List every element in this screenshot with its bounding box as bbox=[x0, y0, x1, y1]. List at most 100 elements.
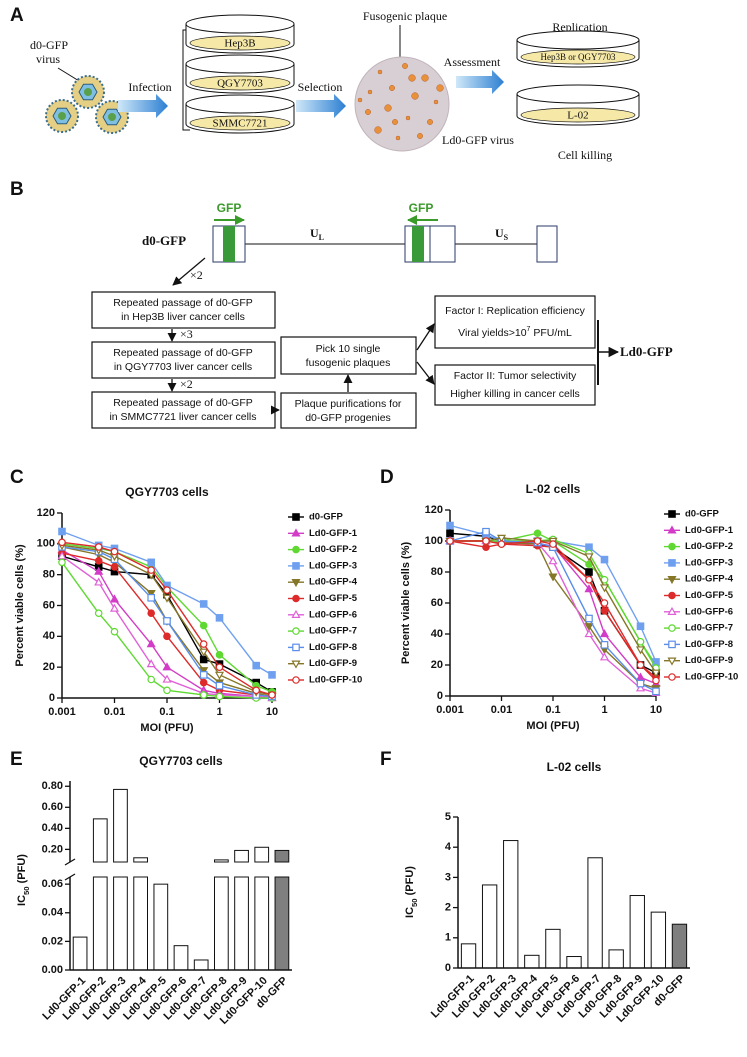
dish-rim bbox=[516, 84, 640, 104]
bar bbox=[214, 876, 229, 971]
plaque bbox=[395, 135, 401, 141]
x-tick-label: 0.1 bbox=[159, 706, 174, 718]
data-point bbox=[215, 681, 224, 690]
step-box bbox=[91, 341, 276, 379]
data-point bbox=[600, 555, 609, 564]
dish-rim bbox=[185, 54, 295, 74]
data-point bbox=[147, 566, 155, 574]
y-tick-label: 20 bbox=[431, 659, 443, 671]
step-text: Repeated passage of d0-GFP bbox=[113, 347, 253, 359]
step-label: Assessment bbox=[444, 55, 501, 69]
bar bbox=[92, 876, 108, 971]
legend-label: Ld0-GFP-9 bbox=[685, 655, 733, 666]
arrow bbox=[416, 361, 435, 385]
x-tick-label: 1 bbox=[216, 706, 222, 718]
data-point bbox=[199, 648, 209, 657]
bar bbox=[153, 883, 169, 971]
legend-label: Ld0-GFP-1 bbox=[685, 525, 734, 536]
y-axis-label-part: IC bbox=[16, 895, 28, 906]
legend-label: Ld0-GFP-8 bbox=[309, 642, 357, 653]
cell-line-label: QGY7703 bbox=[217, 78, 263, 90]
bar bbox=[650, 911, 667, 969]
plaque bbox=[408, 74, 416, 82]
plaque bbox=[417, 133, 423, 139]
data-point bbox=[584, 623, 594, 632]
bar bbox=[234, 849, 249, 863]
plaque bbox=[436, 84, 444, 92]
legend-label: Ld0-GFP-10 bbox=[685, 672, 738, 683]
y-tick-label: 0.60 bbox=[42, 801, 63, 813]
panel-a: d0-GFP virus Infection Selection Fusogen… bbox=[30, 9, 612, 162]
virus-label: virus bbox=[36, 52, 60, 66]
legend-marker bbox=[291, 609, 301, 618]
data-point bbox=[163, 617, 171, 625]
gfp-label: GFP bbox=[217, 201, 242, 215]
step-box bbox=[280, 336, 417, 375]
data-point bbox=[147, 593, 155, 602]
virus-core bbox=[84, 88, 92, 96]
y-tick-label: 100 bbox=[37, 538, 55, 550]
legend-marker bbox=[291, 579, 301, 588]
data-point bbox=[600, 641, 609, 649]
bar bbox=[234, 876, 249, 971]
dish-medium bbox=[520, 49, 636, 65]
killing-label: Cell killing bbox=[558, 148, 612, 162]
passage-count: ×2 bbox=[190, 268, 203, 282]
virus-core bbox=[58, 112, 66, 120]
cell-line-label: SMMC7721 bbox=[212, 118, 267, 130]
region-label: US bbox=[495, 226, 509, 243]
data-point bbox=[651, 669, 661, 678]
y-tick-label: 0.40 bbox=[42, 822, 63, 834]
legend-label: Ld0-GFP-9 bbox=[309, 658, 357, 669]
factor-detail: Viral yields>107 PFU/mL bbox=[458, 326, 572, 338]
data-point bbox=[199, 678, 208, 687]
step-label: Infection bbox=[128, 80, 171, 94]
y-tick-label: 120 bbox=[37, 507, 55, 519]
legend-label: Ld0-GFP-4 bbox=[685, 574, 734, 585]
step-text: Repeated passage of d0-GFP bbox=[113, 297, 253, 309]
plaque bbox=[392, 119, 398, 125]
data-point bbox=[636, 679, 645, 688]
data-point bbox=[599, 652, 610, 661]
data-point bbox=[199, 655, 208, 664]
y-tick-label: 0.80 bbox=[42, 780, 63, 792]
data-point bbox=[636, 637, 645, 646]
data-point bbox=[584, 629, 594, 638]
legend-label: Ld0-GFP-5 bbox=[685, 590, 734, 601]
plaque bbox=[384, 104, 392, 112]
y-tick-label: 0 bbox=[49, 692, 55, 704]
legend-marker bbox=[668, 673, 676, 681]
result-label: Ld0-GFP bbox=[620, 344, 673, 359]
chart-title: QGY7703 cells bbox=[139, 754, 223, 768]
legend-marker bbox=[668, 559, 676, 567]
data-point bbox=[268, 671, 276, 679]
y-axis-label: Percent viable cells (%) bbox=[14, 544, 26, 667]
data-point bbox=[58, 558, 66, 567]
series-line bbox=[449, 532, 657, 674]
data-point bbox=[533, 537, 542, 545]
bar bbox=[503, 840, 519, 969]
data-point bbox=[162, 594, 172, 603]
y-tick-label: 80 bbox=[43, 569, 55, 581]
product-label: Ld0-GFP virus bbox=[442, 133, 514, 147]
data-point bbox=[110, 547, 119, 556]
legend-label: Ld0-GFP-2 bbox=[685, 541, 733, 552]
data-point bbox=[635, 683, 646, 692]
legend-label: Ld0-GFP-6 bbox=[309, 609, 357, 620]
x-tick-label: 0.001 bbox=[48, 706, 76, 718]
gfp-cassette bbox=[223, 226, 235, 262]
data-point bbox=[146, 590, 156, 599]
legend-label: d0-GFP bbox=[685, 509, 719, 520]
bar bbox=[113, 876, 128, 971]
data-point bbox=[268, 691, 276, 699]
step-label: Selection bbox=[298, 80, 343, 94]
legend-label: Ld0-GFP-1 bbox=[309, 528, 358, 539]
dish-medium bbox=[520, 107, 636, 123]
bar bbox=[133, 857, 148, 863]
dish-rim bbox=[185, 14, 295, 34]
y-tick-label: 0 bbox=[437, 690, 443, 702]
data-point bbox=[652, 687, 660, 696]
passage-count: ×3 bbox=[180, 327, 193, 341]
bar bbox=[254, 876, 270, 971]
plaque-label: Fusogenic plaque bbox=[363, 9, 447, 23]
